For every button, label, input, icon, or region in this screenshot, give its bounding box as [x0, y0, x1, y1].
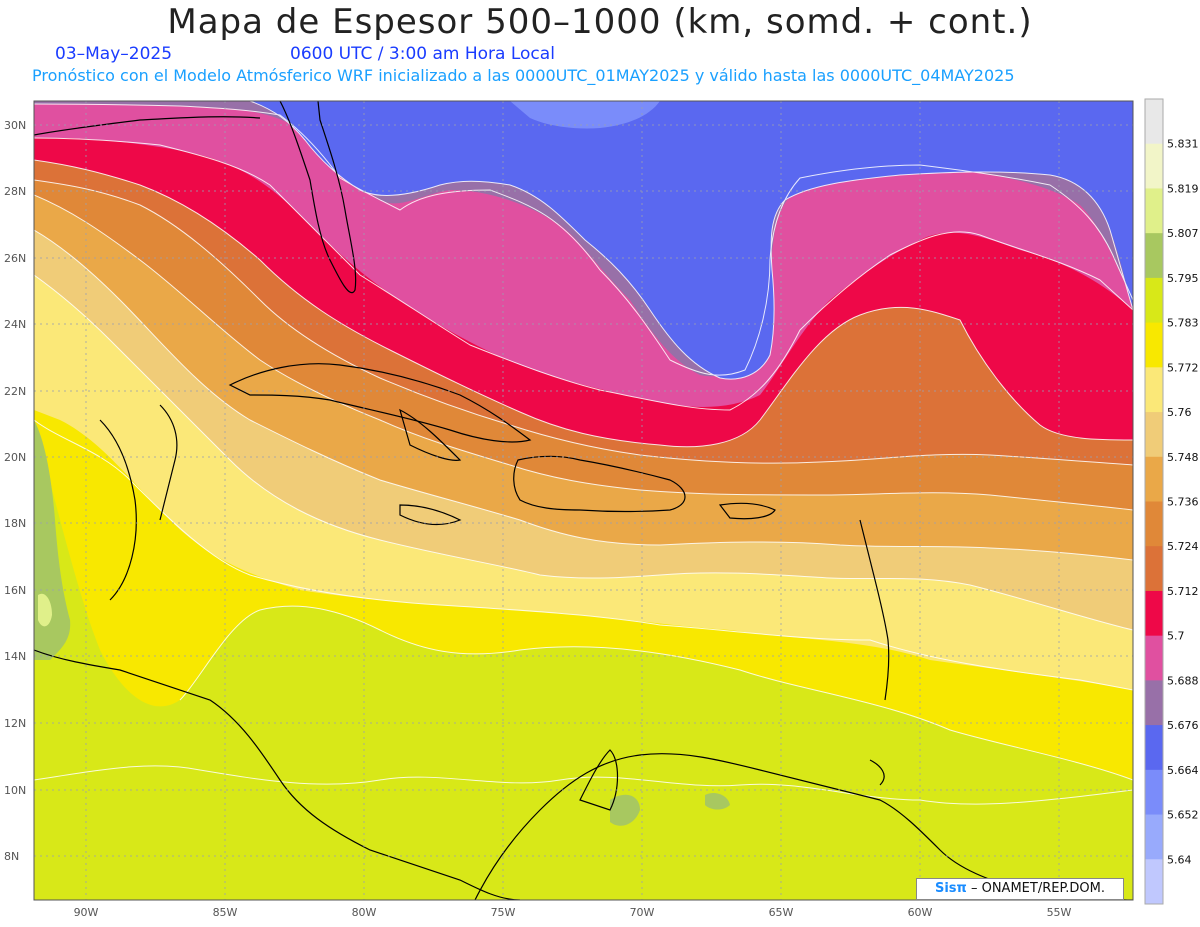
lat-label: 30N: [4, 119, 26, 132]
map-frame: [33, 100, 1134, 901]
colorbar-swatch: [1145, 456, 1163, 502]
colorbar-level-label: 5.831: [1167, 138, 1199, 151]
colorbar-level-label: 5.724: [1167, 540, 1199, 553]
colorbar-swatch: [1145, 501, 1163, 547]
colorbar-swatch: [1145, 680, 1163, 726]
band-green-patch: [610, 794, 640, 826]
colorbar-swatch: [1145, 412, 1163, 458]
colorbar-swatch: [1145, 322, 1163, 368]
colorbar-level-label: 5.64: [1167, 853, 1192, 866]
colorbar-swatch: [1145, 859, 1163, 905]
lat-label: 28N: [4, 185, 26, 198]
lat-label: 24N: [4, 318, 26, 331]
colorbar-level-label: 5.676: [1167, 719, 1199, 732]
colorbar-swatch: [1145, 590, 1163, 637]
colorbar-level-label: 5.712: [1167, 585, 1199, 598]
lon-label: 75W: [491, 906, 516, 919]
colorbar-level-label: 5.783: [1167, 317, 1199, 330]
colorbar-swatch: [1145, 546, 1163, 592]
colorbar-level-label: 5.807: [1167, 227, 1199, 240]
colorbar-level-label: 5.652: [1167, 809, 1199, 822]
colorbar-swatch: [1145, 635, 1163, 681]
model-info: Pronóstico con el Modelo Atmósferico WRF…: [32, 66, 1015, 85]
graticule: [34, 101, 1133, 900]
colorbar-level-label: 5.748: [1167, 451, 1199, 464]
thickness-contour-bands: [34, 101, 1133, 900]
colorbar-level-label: 5.819: [1167, 182, 1199, 195]
lat-label: 26N: [4, 252, 26, 265]
colorbar-level-label: 5.76: [1167, 406, 1192, 419]
lon-label: 85W: [213, 906, 238, 919]
colorbar-level-label: 5.736: [1167, 496, 1199, 509]
colorbar-swatch: [1145, 188, 1163, 234]
colorbar-level-label: 5.795: [1167, 272, 1199, 285]
colorbar-swatch: [1145, 725, 1163, 771]
lat-label: 14N: [4, 650, 26, 663]
map-title: Mapa de Espesor 500–1000 (km, somd. + co…: [167, 2, 1033, 42]
lat-label: 16N: [4, 584, 26, 597]
credit-brand: Sisπ: [934, 881, 967, 896]
lat-axis: 30N 28N 26N 24N 22N 20N 18N 16N 14N 12N …: [4, 119, 26, 863]
colorbar-swatch: [1145, 367, 1163, 413]
lon-label: 65W: [769, 906, 794, 919]
colorbar-level-label: 5.688: [1167, 674, 1199, 687]
lon-label: 55W: [1047, 906, 1072, 919]
colorbar-swatch: [1145, 277, 1163, 324]
lon-label: 60W: [908, 906, 933, 919]
lat-label: 8N: [4, 850, 19, 863]
colorbar-level-label: 5.664: [1167, 764, 1199, 777]
band-green-patch-2: [705, 793, 730, 810]
lat-label: 22N: [4, 385, 26, 398]
lat-label: 18N: [4, 517, 26, 530]
colorbar-level-label: 5.7: [1167, 630, 1185, 643]
lon-label: 80W: [352, 906, 377, 919]
forecast-date: 03–May–2025: [55, 44, 173, 64]
lon-label: 90W: [74, 906, 99, 919]
credit-org: – ONAMET/REP.DOM.: [970, 881, 1105, 896]
colorbar-swatch: [1145, 233, 1163, 279]
band-blue: [250, 101, 1133, 380]
colorbar-swatch: [1145, 143, 1163, 189]
forecast-time: 0600 UTC / 3:00 am Hora Local: [290, 44, 555, 64]
credit-box: Sisπ – ONAMET/REP.DOM.: [916, 878, 1124, 900]
lon-label: 70W: [630, 906, 655, 919]
colorbar-swatch: [1145, 99, 1163, 145]
band-light-blue: [510, 101, 660, 129]
colorbar-frame: [1144, 98, 1164, 905]
lat-label: 12N: [4, 717, 26, 730]
colorbar-legend: 5.831 5.819 5.807 5.795 5.783 5.772 5.76 5.748 5…: [1144, 98, 1199, 905]
colorbar-level-label: 5.772: [1167, 361, 1199, 374]
coastlines: [34, 101, 1133, 900]
lat-label: 10N: [4, 784, 26, 797]
colorbar-swatch: [1145, 769, 1163, 816]
lat-label: 20N: [4, 451, 26, 464]
lon-axis: 90W 85W 80W 75W 70W 65W 60W 55W: [74, 906, 1072, 919]
band-pale-green: [38, 593, 52, 627]
colorbar-swatch: [1145, 814, 1163, 860]
